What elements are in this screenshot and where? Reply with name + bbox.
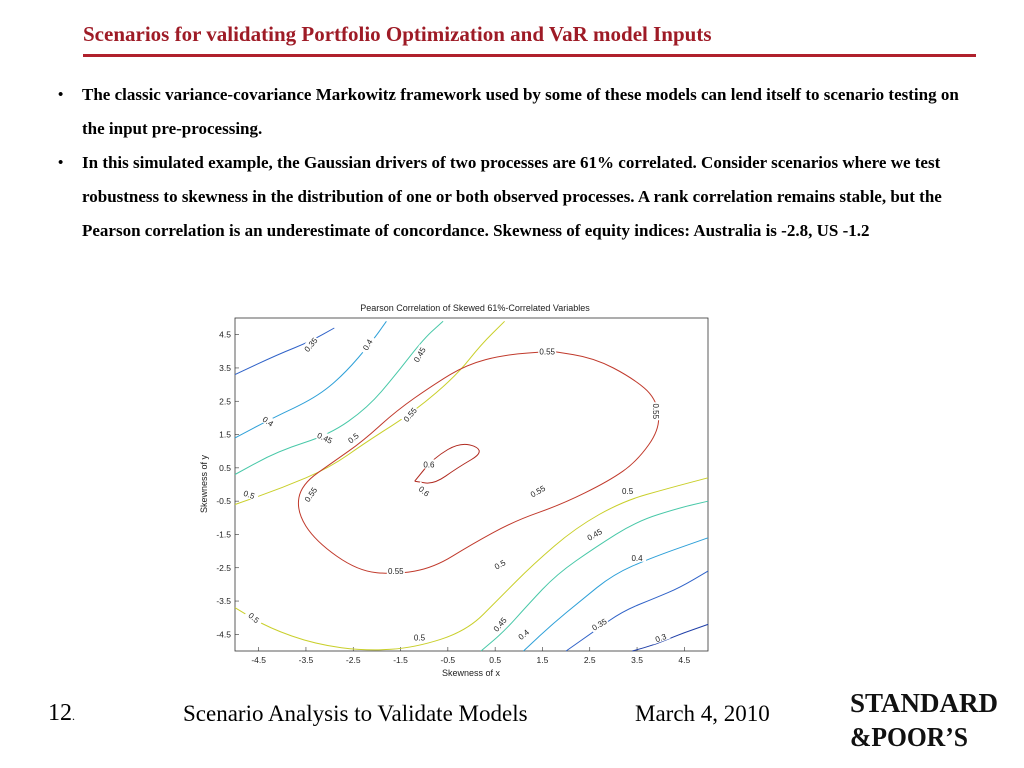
bullet-marker: •	[58, 87, 64, 103]
contour-label-bg	[489, 555, 510, 573]
contour-line-0-5c	[234, 477, 709, 651]
contour-label: 0.55	[651, 403, 660, 419]
x-axis: -4.5 -3.5 -2.5 -1.5 -0.5 0.5 1.5 2.5 3.5 4.5	[251, 647, 691, 665]
contour-line-0-4b	[523, 537, 709, 652]
contour-label: 0.6	[423, 461, 435, 470]
y-tick-label: 0.5	[219, 463, 231, 473]
x-tick-label: -4.5	[251, 655, 266, 665]
contour-label: 0.5	[622, 487, 634, 496]
page-number-value: 12	[48, 700, 72, 726]
contour-label-bg	[386, 566, 405, 576]
plot-area	[234, 317, 709, 652]
y-axis: 4.5 3.5 2.5 1.5 0.5 -0.5 -1.5 -2.5 -3.5 -4.5	[216, 330, 239, 639]
contour-line-0-6	[414, 443, 480, 484]
contour-label-bg	[410, 344, 428, 365]
chart-title: Pearson Correlation of Skewed 61%-Correl…	[360, 303, 590, 313]
contour-label: 0.55	[388, 567, 404, 576]
contour-label-bg	[400, 404, 419, 425]
bullet-item-1: • The classic variance-covariance Markow…	[58, 78, 963, 146]
contour-lines	[234, 320, 709, 652]
contour-label-bg	[258, 411, 279, 430]
y-tick-label: -3.5	[216, 596, 231, 606]
x-tick-label: -0.5	[441, 655, 456, 665]
contour-line-0-35b	[565, 570, 709, 652]
contour-label-bg	[244, 608, 265, 627]
contour-label-bg	[628, 552, 647, 562]
contour-label-bg	[414, 481, 435, 501]
y-tick-label: 3.5	[219, 363, 231, 373]
contour-label-bg	[419, 459, 438, 469]
contour-label: 0.55	[539, 347, 555, 356]
contour-label-bg	[618, 486, 637, 496]
x-tick-label: 0.5	[489, 655, 501, 665]
x-tick-label: 2.5	[584, 655, 596, 665]
contour-chart: Pearson Correlation of Skewed 61%-Correl…	[190, 296, 720, 686]
contour-label-bg	[584, 525, 605, 543]
x-tick-label: 4.5	[678, 655, 690, 665]
y-tick-label: -2.5	[216, 563, 231, 573]
y-tick-label: 4.5	[219, 330, 231, 340]
y-tick-label: 1.5	[219, 430, 231, 440]
x-tick-label: -3.5	[299, 655, 314, 665]
page-number: 12.	[48, 700, 75, 727]
bullet-list: • The classic variance-covariance Markow…	[58, 78, 963, 248]
footer-title: Scenario Analysis to Validate Models	[183, 701, 528, 726]
footer-date: March 4, 2010	[635, 701, 770, 726]
y-tick-label: -0.5	[216, 496, 231, 506]
x-axis-label: Skewness of x	[442, 668, 501, 678]
y-tick-label: -4.5	[216, 629, 231, 639]
logo-line-1: STANDARD	[850, 688, 998, 718]
contour-label-bg	[527, 482, 548, 500]
contour-label-bg	[490, 614, 509, 634]
contour-label-bg	[538, 346, 557, 356]
contour-line-0-5	[234, 320, 505, 505]
standard-and-poors-logo: STANDARD &POOR’S	[850, 688, 998, 752]
contour-label-bg	[343, 428, 363, 447]
title-divider	[83, 54, 976, 57]
bullet-item-2: • In this simulated example, the Gaussia…	[58, 146, 963, 248]
contour-label: 0.5	[242, 489, 256, 501]
y-tick-label: 2.5	[219, 396, 231, 406]
contour-label-bg	[315, 429, 336, 446]
page-number-suffix: .	[72, 709, 75, 723]
bullet-text: The classic variance-covariance Markowit…	[82, 85, 959, 138]
slide-title: Scenarios for validating Portfolio Optim…	[83, 22, 712, 46]
bullet-marker: •	[58, 155, 64, 171]
contour-label-bg	[650, 629, 671, 645]
contour-label: 0.3	[654, 632, 668, 644]
y-axis-label: Skewness of y	[199, 454, 209, 513]
logo-line-2: &POOR’S	[850, 722, 968, 752]
contour-label-bg	[358, 334, 376, 355]
x-tick-label: 1.5	[537, 655, 549, 665]
contour-line-0-45c	[480, 500, 709, 652]
contour-label-bg	[513, 624, 533, 644]
x-tick-label: -1.5	[393, 655, 408, 665]
contour-label-bg	[239, 486, 260, 502]
y-tick-label: -1.5	[216, 529, 231, 539]
contour-label: 0.5	[414, 634, 426, 643]
bullet-text: In this simulated example, the Gaussian …	[82, 153, 942, 240]
x-tick-label: 3.5	[631, 655, 643, 665]
contour-chart-svg: Pearson Correlation of Skewed 61%-Correl…	[199, 303, 709, 678]
contour-label-bg	[301, 334, 320, 355]
contour-label-bg	[588, 615, 610, 633]
contour-line-0-3	[632, 623, 709, 652]
x-tick-label: -2.5	[346, 655, 361, 665]
contour-label: 0.4	[631, 554, 643, 563]
contour-label-bg	[651, 402, 661, 421]
contour-line-0-45	[234, 320, 444, 475]
contour-label-bg	[301, 484, 320, 505]
contour-label-bg	[410, 632, 429, 642]
